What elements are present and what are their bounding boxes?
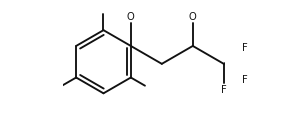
Text: F: F <box>221 85 227 95</box>
Text: F: F <box>242 75 247 85</box>
Text: O: O <box>189 12 197 22</box>
Text: O: O <box>127 12 135 22</box>
Text: F: F <box>242 43 247 53</box>
